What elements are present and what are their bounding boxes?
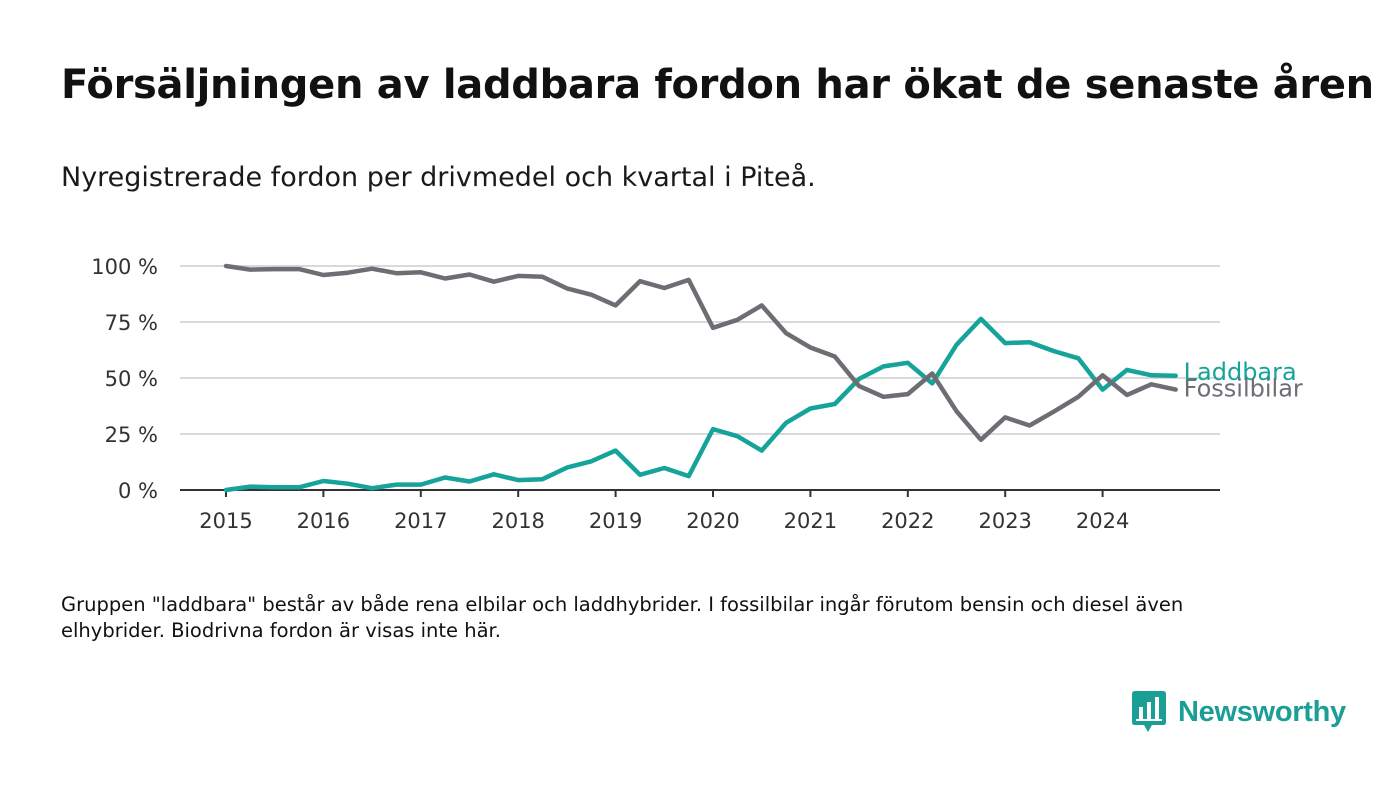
y-tick-label: 0 %: [118, 479, 158, 503]
y-axis-tick-labels: 0 % 25 % 50 % 75 % 100 %: [91, 255, 158, 503]
brand-name: Newsworthy: [1178, 695, 1346, 728]
x-tick-label: 2017: [394, 509, 447, 533]
series-line-fossilbilar: [223, 263, 1178, 443]
x-tick-label: 2018: [491, 509, 544, 533]
x-tick-label: 2016: [297, 509, 350, 533]
y-tick-label: 75 %: [105, 311, 158, 335]
x-tick-label: 2020: [686, 509, 739, 533]
x-tick-label: 2019: [589, 509, 642, 533]
chart-subtitle: Nyregistrerade fordon per drivmedel och …: [61, 162, 816, 193]
gridlines: [180, 265, 1220, 435]
series-label-laddbara: Laddbara: [1184, 358, 1297, 386]
x-tick-label: 2021: [784, 509, 837, 533]
series-label-fossilbilar: Fossilbilar: [1184, 375, 1303, 403]
brand-logo[interactable]: Newsworthy: [1132, 690, 1346, 734]
x-tick-label: 2022: [881, 509, 934, 533]
x-tick-label: 2015: [199, 509, 252, 533]
y-tick-label: 100 %: [91, 255, 158, 279]
y-tick-label: 25 %: [105, 423, 158, 447]
x-tick-label: 2024: [1076, 509, 1129, 533]
series-line-laddbara: [223, 316, 1178, 493]
newsworthy-logo-icon: [1132, 691, 1166, 732]
footnote: Gruppen "laddbara" består av både rena e…: [61, 593, 1184, 642]
chart-title: Försäljningen av laddbara fordon har öka…: [61, 62, 1374, 108]
y-tick-label: 50 %: [105, 367, 158, 391]
series-lines: [223, 263, 1178, 493]
x-tick-label: 2023: [978, 509, 1031, 533]
x-axis: 2015 2016 2017 2018 2019 2020 2021 2022 2023 2024: [180, 489, 1220, 533]
